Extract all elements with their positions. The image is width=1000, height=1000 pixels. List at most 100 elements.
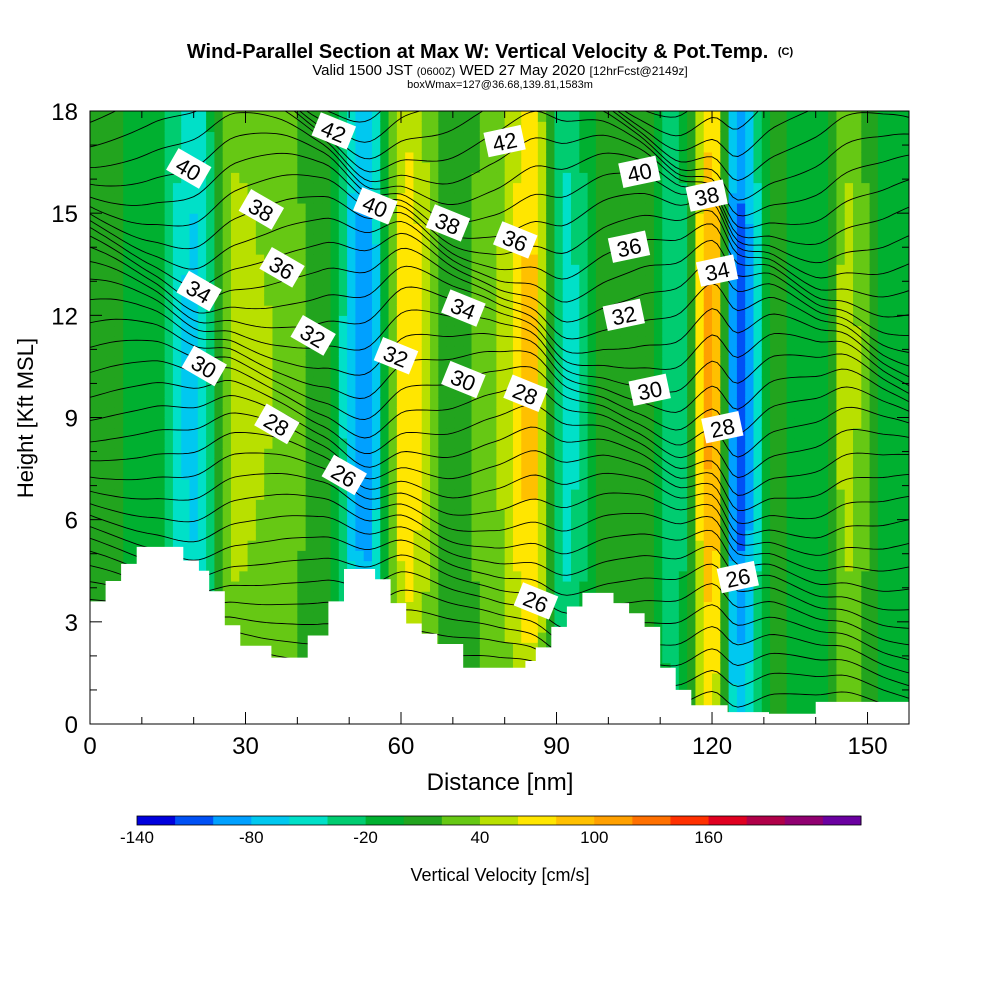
field-cell [637, 151, 647, 163]
field-cell [579, 335, 589, 347]
field-cell [114, 458, 124, 470]
field-cell [156, 274, 166, 286]
field-cell [537, 458, 547, 470]
field-cell [347, 274, 356, 286]
field-cell [637, 468, 647, 480]
field-cell [388, 172, 398, 184]
field-cell [363, 540, 373, 551]
field-cell [504, 162, 514, 173]
field-cell [479, 478, 489, 490]
field-cell [164, 397, 174, 408]
field-cell [438, 489, 448, 500]
field-cell [488, 550, 497, 562]
field-cell [728, 386, 738, 398]
field-cell [438, 121, 448, 133]
field-cell [579, 325, 589, 337]
field-cell [678, 478, 688, 490]
field-cell [521, 509, 531, 521]
field-cell [355, 335, 365, 347]
field-cell [405, 417, 415, 429]
field-cell [745, 315, 755, 327]
field-cell [537, 172, 547, 184]
field-cell [595, 223, 605, 235]
field-cell [330, 509, 340, 521]
field-cell [388, 580, 398, 592]
field-cell [446, 580, 456, 592]
field-cell [662, 345, 672, 357]
field-cell [114, 499, 124, 511]
field-cell [637, 182, 647, 194]
field-cell [770, 417, 779, 429]
field-cell [98, 427, 108, 439]
field-cell [770, 376, 779, 388]
field-cell [712, 570, 721, 582]
field-cell [313, 621, 323, 633]
field-cell [156, 182, 166, 194]
field-cell [496, 151, 506, 163]
field-cell [222, 131, 232, 143]
field-cell [305, 264, 315, 276]
field-cell [438, 294, 448, 306]
field-cell [488, 162, 497, 173]
field-cell [571, 243, 580, 255]
field-cell [753, 294, 763, 306]
field-cell [720, 683, 730, 694]
field-cell [239, 172, 249, 184]
field-cell [604, 264, 614, 276]
field-cell [272, 632, 282, 643]
field-cell [222, 570, 232, 582]
field-cell [123, 202, 133, 214]
field-cell [745, 601, 755, 613]
field-cell [355, 213, 365, 224]
field-cell [595, 386, 605, 398]
field-cell [761, 550, 771, 562]
field-cell [98, 529, 108, 541]
field-cell [546, 580, 556, 592]
field-cell [695, 437, 705, 449]
field-cell [239, 366, 249, 378]
field-cell [106, 325, 116, 337]
field-cell [247, 274, 257, 286]
field-cell [496, 519, 506, 531]
field-cell [148, 305, 157, 316]
field-cell [164, 254, 174, 265]
field-cell [206, 254, 215, 265]
field-cell [264, 243, 274, 255]
field-cell [595, 427, 605, 439]
field-cell [753, 580, 763, 592]
field-cell [736, 172, 746, 184]
field-cell [264, 397, 274, 408]
field-cell [338, 591, 348, 602]
field-cell [562, 376, 572, 388]
field-cell [695, 662, 705, 674]
field-cell [289, 202, 298, 214]
field-cell [612, 386, 622, 398]
field-cell [712, 407, 721, 419]
field-cell [687, 366, 697, 378]
field-cell [189, 335, 199, 347]
field-cell [189, 243, 199, 255]
field-cell [388, 274, 398, 286]
field-cell [637, 407, 647, 419]
field-cell [745, 274, 755, 286]
field-cell [637, 478, 647, 490]
field-cell [745, 121, 755, 133]
field-cell [405, 478, 415, 490]
field-cell [181, 233, 191, 245]
field-cell [488, 274, 497, 286]
field-cell [413, 489, 423, 500]
field-cell [338, 560, 348, 572]
field-cell [778, 683, 788, 694]
field-cell [421, 182, 431, 194]
field-cell [479, 458, 489, 470]
field-cell [496, 366, 506, 378]
field-cell [264, 550, 274, 562]
field-cell [430, 499, 439, 511]
field-cell [595, 264, 605, 276]
field-cell [471, 468, 481, 480]
field-cell [289, 233, 298, 245]
field-cell [164, 121, 174, 133]
field-cell [156, 345, 166, 357]
field-cell [214, 468, 224, 480]
field-cell [214, 182, 224, 194]
